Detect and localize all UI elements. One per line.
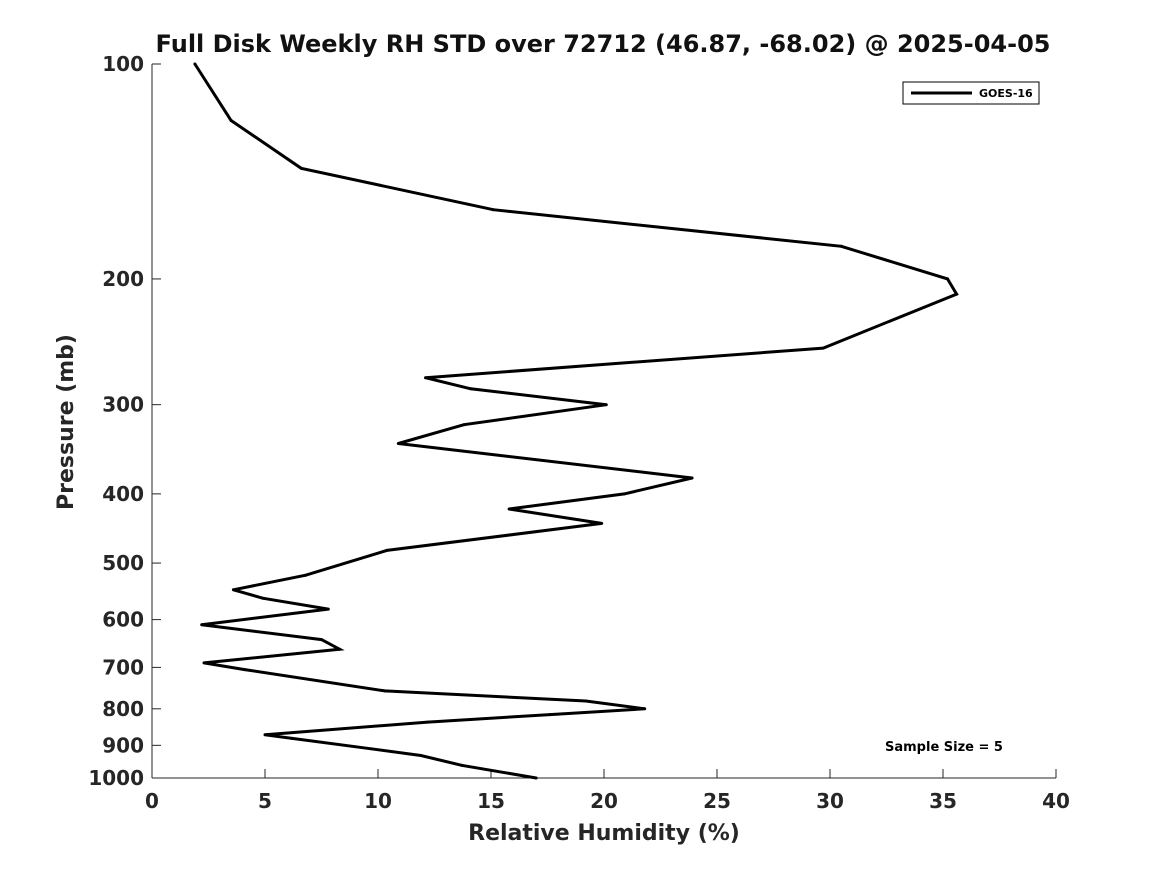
x-tick-label: 25 <box>703 789 731 813</box>
x-axis-label: Relative Humidity (%) <box>468 821 740 846</box>
data-point <box>643 707 647 711</box>
y-axis-ticks: 100 200 300 400 500 600 700 800 900 1000 <box>88 52 161 790</box>
data-point <box>419 754 423 757</box>
series-layer <box>193 62 959 780</box>
y-tick-label: 100 <box>102 52 144 76</box>
data-point <box>290 736 294 740</box>
data-point <box>424 376 427 380</box>
data-point <box>320 638 323 642</box>
y-tick-label: 700 <box>102 655 144 679</box>
y-tick-label: 800 <box>102 697 144 721</box>
data-point <box>304 573 308 577</box>
x-tick-label: 20 <box>590 789 618 813</box>
data-point <box>202 661 206 665</box>
data-point <box>584 699 588 703</box>
x-tick-label: 10 <box>364 789 392 813</box>
data-point <box>507 507 511 511</box>
y-tick-label: 500 <box>102 551 144 575</box>
y-tick-label: 300 <box>102 393 144 417</box>
data-point <box>299 166 303 170</box>
series-line-goes-16 <box>193 63 959 780</box>
data-point <box>821 346 825 350</box>
data-point <box>690 476 694 480</box>
data-point <box>839 244 843 248</box>
data-point <box>491 208 495 212</box>
data-point <box>231 588 235 592</box>
legend: GOES-16 <box>902 81 1040 105</box>
data-point <box>426 720 430 724</box>
data-point <box>383 689 387 693</box>
x-tick-label: 30 <box>816 789 844 813</box>
x-tick-label: 15 <box>477 789 505 813</box>
data-point <box>534 776 538 780</box>
data-point <box>462 423 466 427</box>
data-point <box>200 623 204 627</box>
y-tick-label: 600 <box>102 608 144 632</box>
y-axis-label: Pressure (mb) <box>54 334 79 510</box>
data-point <box>604 403 608 407</box>
data-point <box>369 747 373 751</box>
x-axis-ticks: 0 5 10 15 20 25 30 35 40 <box>145 769 1070 813</box>
data-point <box>338 647 342 651</box>
x-tick-label: 0 <box>145 789 159 813</box>
y-tick-label: 1000 <box>88 766 144 790</box>
chart-title: Full Disk Weekly RH STD over 72712 (46.8… <box>156 30 1051 58</box>
data-point <box>548 713 552 717</box>
y-tick-label: 900 <box>102 733 144 757</box>
data-point <box>229 119 233 122</box>
data-point <box>460 763 464 767</box>
y-tick-label: 200 <box>102 267 144 291</box>
x-tick-label: 5 <box>258 789 272 813</box>
data-point <box>385 548 389 552</box>
data-point <box>243 668 247 672</box>
legend-label-goes-16: GOES-16 <box>979 87 1033 100</box>
data-point <box>261 596 265 600</box>
data-point <box>469 387 473 391</box>
data-point <box>326 607 330 611</box>
data-point <box>600 521 604 525</box>
data-point <box>193 62 197 66</box>
y-tick-label: 400 <box>102 482 144 506</box>
data-point <box>396 442 400 445</box>
x-tick-label: 35 <box>929 789 957 813</box>
sample-size-annotation: Sample Size = 5 <box>885 740 1003 755</box>
data-point <box>263 733 267 737</box>
data-point <box>622 492 626 496</box>
x-tick-label: 40 <box>1042 789 1070 813</box>
data-point <box>955 292 959 296</box>
data-point <box>946 277 949 281</box>
